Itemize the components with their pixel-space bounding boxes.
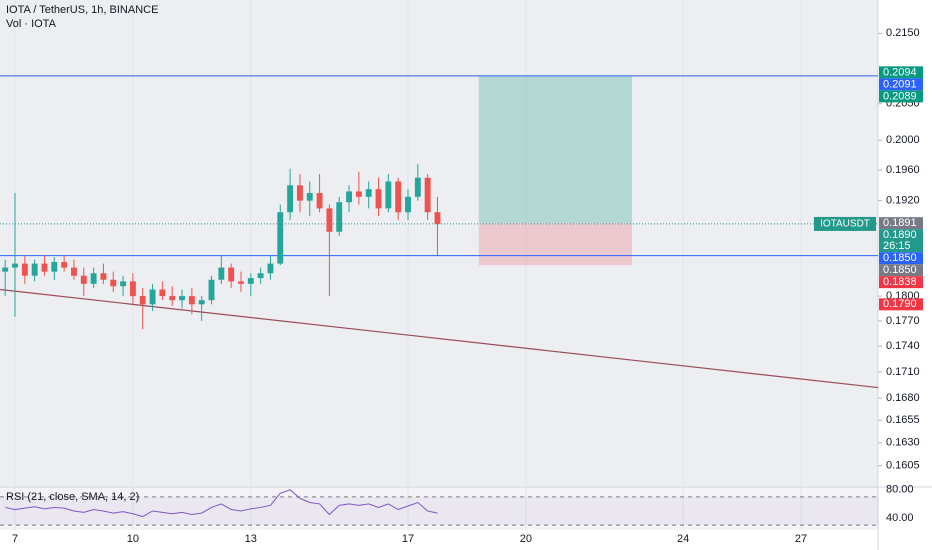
candle-body [110,279,117,287]
candle-body [179,296,185,301]
position-loss [478,223,632,266]
candle-body [218,267,225,280]
x-tick-label: 24 [677,533,689,545]
candle-body [129,281,136,297]
x-tick-label: 17 [402,533,414,545]
candle-body [149,289,156,305]
candle-body [395,181,402,213]
position-profit [478,75,632,224]
candle-body [31,263,38,276]
candle-body [61,261,68,268]
rsi-title: RSI (21, close, SMA, 14, 2) [6,491,139,503]
trendline [0,288,879,389]
x-tick-label: 10 [127,533,139,545]
candle-body [51,261,58,272]
candle-body [21,263,28,276]
candle-body [346,191,352,203]
y-tick-label: 0.1920 [886,195,920,207]
rsi-band [0,496,878,526]
candle-body [405,196,411,213]
y-tick-label: 0.2150 [886,27,920,39]
candle-body [41,263,48,272]
y-tick-label: 0.1960 [886,164,920,176]
candle-body [247,278,254,284]
rsi-line [5,489,438,518]
price-tag: 0.1850 [883,252,917,264]
y-tick-label: 0.1770 [886,315,920,327]
price-tag-bg [879,229,923,253]
x-tick-label: 13 [245,533,257,545]
candle-body [336,202,343,232]
y-tick-label: 0.1740 [886,340,920,352]
rsi-bg [0,487,878,530]
candle-body [198,300,205,305]
candle-body [326,208,333,232]
candle-body [355,191,362,197]
rsi-tick-label: 80.00 [886,484,914,496]
price-tag: 0.2091 [883,78,917,90]
price-tag: 0.2094 [883,66,917,78]
price-tag: 0.1891 [883,217,917,229]
price-tag-bg [879,298,923,311]
price-tag-bg [879,276,923,289]
candle-body [316,192,323,209]
candle-body [365,189,372,197]
plot-bg [0,0,878,487]
price-tag-bg [879,217,923,230]
price-tag: 0.1850 [883,264,917,276]
price-tag-bg [879,252,923,265]
y-tick-label: 0.1655 [886,414,920,426]
y-tick-label: 0.1605 [886,460,920,472]
price-tag-bg [879,66,923,79]
candle-body [12,263,18,268]
candle-body [139,296,146,305]
x-tick-label: 20 [520,533,532,545]
candle-body [159,289,166,297]
price-tag-bg [879,264,923,277]
candle-body [120,281,127,287]
countdown: 26:15 [883,240,911,252]
symbol-tag-bg [814,216,876,231]
candle-body [208,279,215,301]
candle-body [434,212,441,224]
candle-body [296,185,303,201]
y-tick-label: 0.1710 [886,366,920,378]
symbol-tag: IOTAUSDT [820,219,870,230]
x-tick-label: 27 [795,533,807,545]
candle-body [169,296,176,301]
price-tag: 0.2089 [883,90,917,102]
candle-body [424,177,431,213]
price-tag: 0.1838 [883,276,917,288]
price-tag-bg [879,78,923,91]
price-tag: 0.1890 [883,229,917,241]
x-tick-label: 7 [12,533,18,545]
candle-body [2,267,9,272]
candle-body [80,275,87,284]
price-tag: 0.1790 [883,298,917,310]
y-tick-label: 0.2000 [886,134,920,146]
candle-body [188,296,195,305]
candle-body [238,281,244,284]
candle-body [71,267,77,276]
candle-body [287,185,294,213]
chart-title: IOTA / TetherUS, 1h, BINANCE [6,4,158,16]
candle-body [375,189,382,209]
candle-body [257,273,264,279]
candle-body [100,273,107,280]
candle-body [90,273,97,284]
candle-body [385,181,392,209]
candle-body [414,177,421,197]
candle-body [277,212,284,264]
candle-body [228,267,235,282]
y-tick-label: 0.1630 [886,437,920,449]
price-tag-bg [879,90,923,103]
candle-body [267,263,274,274]
y-tick-label: 0.1680 [886,392,920,404]
rsi-tick-label: 40.00 [886,512,914,524]
candle-body [306,192,313,201]
chart-subtitle: Vol · IOTA [6,18,57,30]
